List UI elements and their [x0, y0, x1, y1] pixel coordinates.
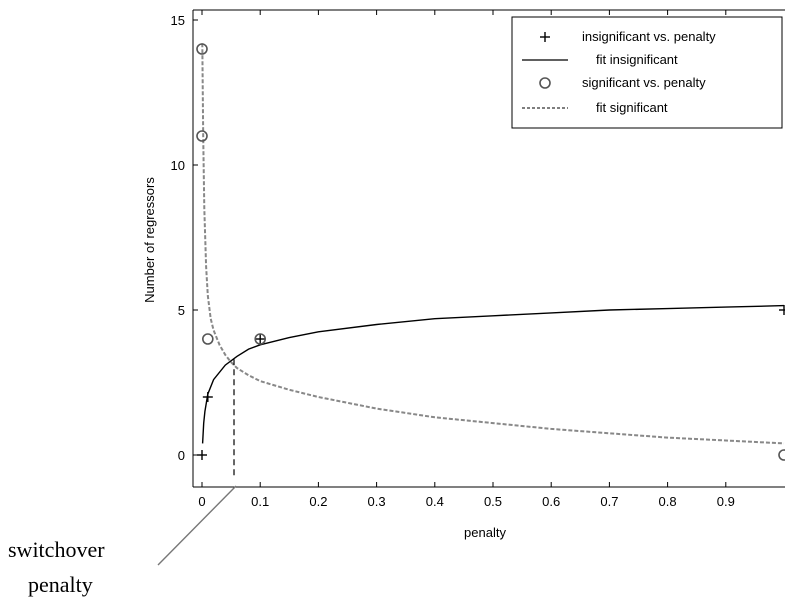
plot-area: [157, 43, 785, 566]
data-point-plus: [255, 334, 266, 344]
legend-label: significant vs. penalty: [582, 75, 706, 90]
x-tick-label: 0.5: [484, 494, 502, 509]
x-axis-label: penalty: [464, 525, 506, 540]
data-point-circle: [196, 130, 208, 142]
x-tick-label: 0.3: [368, 494, 386, 509]
data-point-circle: [254, 333, 267, 345]
data-point-plus: [197, 450, 207, 460]
data-point-plus: [202, 392, 213, 402]
legend-box: [511, 16, 783, 129]
axes: [192, 9, 785, 488]
annotation-line-2: penalty: [28, 572, 93, 597]
x-tick-label: 0.1: [251, 494, 269, 509]
legend-label: fit insignificant: [596, 52, 678, 67]
x-tick-label: 0.7: [600, 494, 618, 509]
x-tick-label: 0.8: [659, 494, 677, 509]
y-axis-label: Number of regressors: [142, 177, 157, 303]
y-tick-label: 5: [178, 303, 185, 318]
legend: insignificant vs. penalty fit insignifica…: [511, 16, 783, 129]
x-tick-label: 0.6: [542, 494, 560, 509]
y-tick-label: 0: [178, 448, 185, 463]
x-tick-label: 0.9: [717, 494, 735, 509]
x-tick-label: 0: [198, 494, 205, 509]
data-point-plus: [779, 305, 785, 315]
x-tick-label: 0.2: [309, 494, 327, 509]
callout-pointer: [157, 485, 237, 566]
tick-labels: 0 0.1 0.2 0.3 0.4 0.5 0.6 0.7 0.8 0.9 0 5 10 15: [171, 13, 735, 509]
annotation-line-1: switchover: [8, 537, 105, 562]
legend-label: insignificant vs. penalty: [582, 29, 716, 44]
x-tick-label: 0.4: [426, 494, 444, 509]
data-point-circle: [202, 333, 214, 345]
data-point-circle: [196, 43, 208, 55]
legend-label: fit significant: [596, 100, 668, 115]
legend-marker-circle: [539, 77, 551, 89]
annotation: switchover penalty: [8, 537, 105, 597]
legend-marker-plus: [540, 32, 550, 42]
y-tick-label: 10: [171, 158, 185, 173]
data-point-circle: [778, 449, 785, 461]
series-line-3: [201, 43, 785, 445]
y-tick-label: 15: [171, 13, 185, 28]
